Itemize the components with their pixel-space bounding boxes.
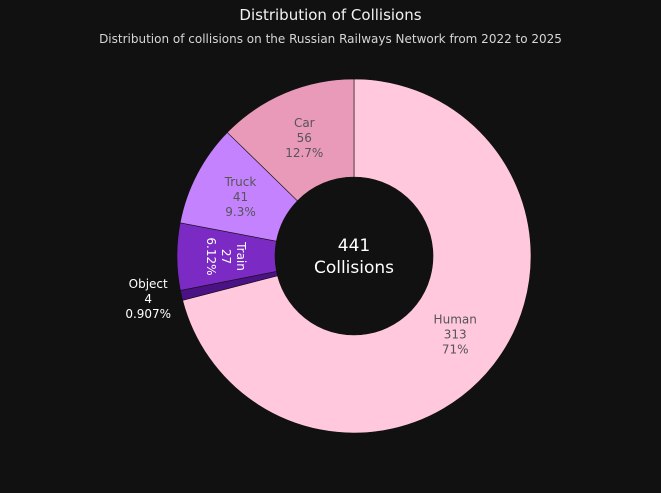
slice-label-value: 41 — [233, 190, 248, 204]
slice-label-name: Train — [234, 241, 248, 271]
slices-group — [176, 78, 532, 434]
slice-label-percent: 0.907% — [125, 307, 171, 321]
slice-label-value: 4 — [144, 292, 152, 306]
chart-subtitle: Distribution of collisions on the Russia… — [99, 32, 562, 46]
center-total-value: 441 — [338, 236, 370, 256]
slice-label-value: 313 — [444, 327, 467, 341]
center-total-label: Collisions — [314, 258, 394, 278]
slice-label-name: Object — [129, 277, 168, 291]
slice-label-value: 27 — [219, 249, 233, 264]
slice-label-value: 56 — [297, 131, 312, 145]
slice-human — [182, 78, 532, 434]
slice-label-percent: 6.12% — [204, 237, 218, 275]
slice-car — [226, 78, 355, 202]
slice-label-percent: 12.7% — [285, 146, 323, 160]
slice-label-percent: 71% — [442, 342, 469, 356]
chart-title: Distribution of Collisions — [239, 6, 421, 24]
slice-label-name: Truck — [224, 175, 257, 189]
slice-label-name: Human — [434, 312, 477, 326]
slice-label-name: Car — [294, 116, 315, 130]
slice-label-percent: 9.3% — [225, 205, 256, 219]
